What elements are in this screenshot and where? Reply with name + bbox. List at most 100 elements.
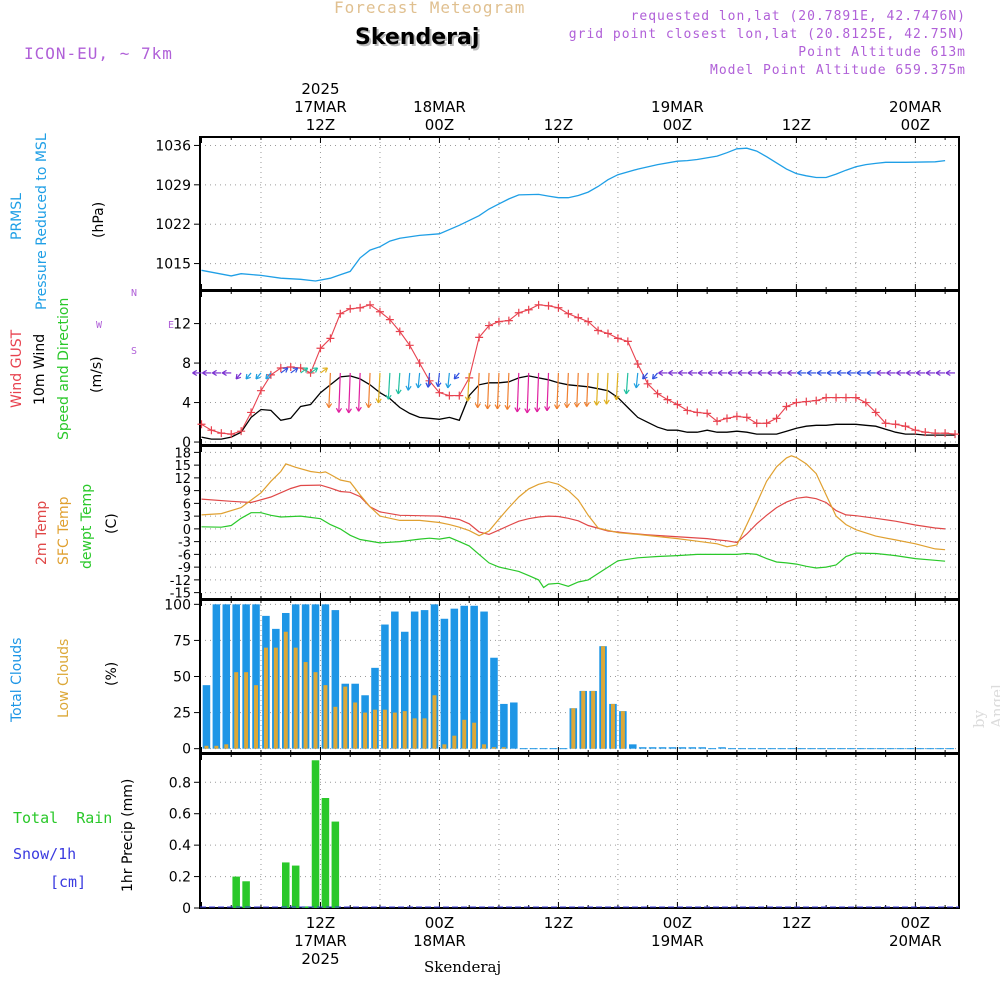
gust-marker xyxy=(653,389,662,398)
wind-arrow xyxy=(477,372,480,408)
low-cloud-bar xyxy=(472,722,477,749)
compass-n: N xyxy=(131,288,138,299)
gust-marker xyxy=(871,408,880,417)
gust-marker xyxy=(475,333,484,342)
wind-arrowhead xyxy=(906,369,911,377)
y-tick-label: -15 xyxy=(170,587,191,602)
wind-arrow xyxy=(536,372,540,412)
gust-marker xyxy=(822,393,831,402)
wind-arrowhead xyxy=(737,369,743,377)
top-time-label: 17MAR xyxy=(294,98,347,116)
wind-arrowhead xyxy=(697,369,703,377)
gust-marker xyxy=(643,379,652,388)
gust-marker xyxy=(762,419,771,428)
total-cloud-bar xyxy=(202,685,211,749)
gust-marker xyxy=(564,309,573,318)
wind-arrowhead xyxy=(613,395,620,401)
wind-arrowhead xyxy=(544,406,551,412)
gust-marker xyxy=(316,344,325,353)
total-cloud-bar xyxy=(688,747,697,749)
bottom-time-label: 12Z xyxy=(544,914,573,932)
gust-marker xyxy=(752,419,761,428)
wind-arrow xyxy=(300,367,308,374)
wind-arrow xyxy=(280,367,289,374)
snow-unit-label: [cm] xyxy=(50,873,87,891)
rain-bar xyxy=(242,881,250,908)
low-cloud-bar xyxy=(303,662,308,749)
wind-arrowhead xyxy=(757,369,763,377)
low-cloud-bar xyxy=(204,745,209,749)
wind-arrowhead xyxy=(335,407,343,413)
top-time-label: 19MAR xyxy=(651,98,704,116)
low-cloud-bar xyxy=(571,708,576,749)
gust-marker xyxy=(891,420,900,429)
y-tick-label: 0 xyxy=(182,742,191,758)
wind-arrowhead xyxy=(514,407,521,413)
bottom-time-label: 17MAR xyxy=(294,932,347,950)
wind-arrowhead xyxy=(687,369,693,377)
wind-arrowhead xyxy=(642,373,648,380)
gust-marker xyxy=(445,391,454,400)
wind-arrowhead xyxy=(435,381,442,388)
wind-compass: N W E S xyxy=(96,288,186,358)
low-cloud-bar xyxy=(313,672,318,749)
wind-arrowhead xyxy=(474,403,481,409)
low-cloud-bar xyxy=(373,709,377,749)
wind-arrow xyxy=(576,372,579,408)
total-cloud-bar xyxy=(450,608,459,749)
gust-marker xyxy=(356,303,365,312)
gust-marker xyxy=(524,305,533,314)
total-cloud-bar xyxy=(648,747,657,749)
total-cloud-bar xyxy=(629,744,637,749)
wind-arrowhead xyxy=(322,367,329,373)
low-cloud-bar xyxy=(501,747,506,749)
gust-marker xyxy=(693,408,702,417)
y-tick-label: 1036 xyxy=(155,138,191,154)
compass-e: E xyxy=(168,320,175,331)
wind-arrowhead xyxy=(573,402,581,408)
y-tick-label: 3 xyxy=(183,510,191,525)
top-time-label: 12Z xyxy=(544,116,573,134)
y-tick-label: 0 xyxy=(183,523,191,538)
wind-arrow xyxy=(265,372,272,380)
gridlines xyxy=(260,137,916,908)
gust-marker xyxy=(266,370,275,379)
y-tick-label: 18 xyxy=(174,446,191,461)
low-cloud-bar xyxy=(452,735,457,749)
gust-marker xyxy=(306,368,315,377)
wind-arrow xyxy=(605,372,609,405)
footer-location: Skenderaj xyxy=(424,958,502,976)
y-tick-label: 0.6 xyxy=(169,807,191,823)
gust-markers xyxy=(197,300,960,439)
gust-marker xyxy=(673,400,682,409)
wind-arrowhead xyxy=(312,367,319,373)
rain-bar xyxy=(321,798,330,908)
y-tick-label: 6 xyxy=(183,497,191,512)
wind-arrowhead xyxy=(202,369,207,377)
wind-arrowhead xyxy=(856,369,862,377)
gust-marker xyxy=(554,303,563,312)
low-cloud-bar xyxy=(610,703,615,749)
gust-marker xyxy=(514,308,523,317)
wind-arrow xyxy=(447,372,450,388)
total-cloud-bar xyxy=(391,611,399,749)
gridpoint-coords: grid point closest lon,lat (20.8125E, 42… xyxy=(568,27,966,42)
wind-arrow xyxy=(367,372,371,408)
low-cloud-bar xyxy=(581,690,586,749)
low-cloud-bar xyxy=(491,747,496,749)
wind-arrow xyxy=(397,372,401,394)
y-tick-label: 75 xyxy=(173,633,191,649)
gust-marker xyxy=(247,408,256,417)
gust-marker xyxy=(911,426,920,435)
panel-4: 0 0.2 0.4 0.6 0.8 xyxy=(169,753,960,917)
wind-arrowhead xyxy=(265,373,271,380)
y-tick-label: 0 xyxy=(182,901,191,917)
wind-arrow xyxy=(437,372,441,387)
low-cloud-bar xyxy=(482,744,487,749)
wind-arrowhead xyxy=(896,369,902,377)
top-time-label: 12Z xyxy=(782,116,811,134)
y-tick-label: 4 xyxy=(182,396,191,412)
